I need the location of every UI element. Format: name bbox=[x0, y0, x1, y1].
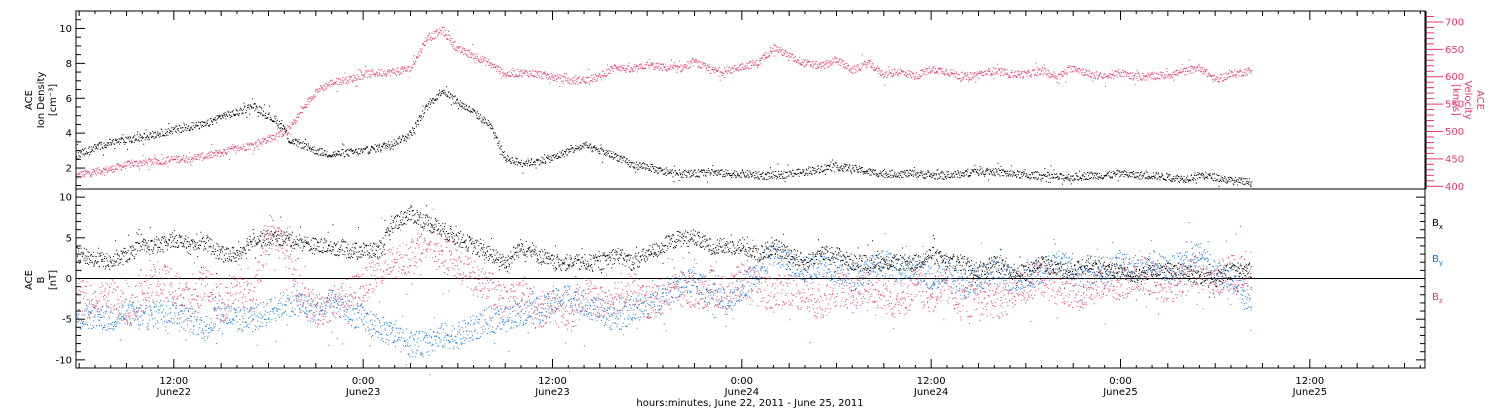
date-tick-label: June23 bbox=[345, 387, 381, 398]
bfield-ylabel-line2: B bbox=[36, 276, 47, 283]
time-tick-label: 12:00 bbox=[1295, 376, 1324, 387]
bz-series bbox=[76, 208, 1253, 372]
bfield-ylabel-line1: ACE bbox=[24, 270, 35, 290]
date-tick-label: June25 bbox=[1102, 387, 1138, 398]
velocity-series bbox=[76, 26, 1253, 179]
date-tick-label: June23 bbox=[534, 387, 570, 398]
x-axis-label: hours:minutes, June 22, 2011 - June 25, … bbox=[636, 398, 863, 409]
bfield-tick-label: -10 bbox=[56, 355, 72, 366]
date-tick-label: June24 bbox=[724, 387, 760, 398]
density-tick-label: 10 bbox=[59, 24, 72, 35]
velocity-tick-label: 600 bbox=[1445, 72, 1464, 83]
density-tick-label: 6 bbox=[66, 94, 72, 105]
density-tick-label: 8 bbox=[66, 59, 72, 70]
time-axis: 12:00June220:00June2312:00June230:00June… bbox=[78, 11, 1421, 398]
velocity-tick-label: 550 bbox=[1445, 100, 1464, 111]
date-tick-label: June22 bbox=[156, 387, 192, 398]
time-tick-label: 12:00 bbox=[917, 376, 946, 387]
density-ylabel-line2: Ion Density bbox=[36, 72, 47, 129]
bfield-tick-label: 10 bbox=[59, 193, 72, 204]
bfield-tick-label: 0 bbox=[66, 274, 72, 285]
density-tick-label: 2 bbox=[66, 164, 72, 175]
bz-series-points bbox=[76, 208, 1253, 372]
time-tick-label: 0:00 bbox=[1109, 376, 1131, 387]
velocity-ylabel-line2: Velocity bbox=[1462, 80, 1473, 119]
velocity-tick-label: 450 bbox=[1445, 154, 1464, 165]
by-series-points bbox=[76, 222, 1253, 376]
bfield-ylabel-line3: [nT] bbox=[48, 270, 59, 290]
density-ylabel-line3: [cm⁻³] bbox=[48, 84, 59, 116]
ion-density-velocity-panel: 2 4 6 8 10 400 450 500 550 600 650 700 bbox=[59, 10, 1464, 193]
date-tick-label: June24 bbox=[913, 387, 949, 398]
top-panel-frame bbox=[75, 10, 1426, 190]
density-series bbox=[76, 86, 1253, 187]
time-tick-label: 0:00 bbox=[731, 376, 753, 387]
bfield-tick-label: -5 bbox=[62, 315, 72, 326]
legend-by: By bbox=[1432, 254, 1443, 267]
velocity-tick-label: 500 bbox=[1445, 127, 1464, 138]
time-tick-label: 0:00 bbox=[352, 376, 374, 387]
velocity-tick-label: 700 bbox=[1445, 17, 1464, 28]
time-tick-label: 12:00 bbox=[159, 376, 188, 387]
velocity-series-points bbox=[76, 26, 1253, 179]
velocity-tick-label: 650 bbox=[1445, 45, 1464, 56]
time-tick-label: 12:00 bbox=[538, 376, 567, 387]
velocity-ylabel-line3: [km/s] bbox=[1450, 84, 1461, 116]
date-tick-label: June25 bbox=[1292, 387, 1328, 398]
magnetic-field-panel: -10 -5 0 5 10 bbox=[56, 188, 1426, 376]
velocity-tick-label: 400 bbox=[1445, 182, 1464, 193]
bfield-tick-label: 5 bbox=[66, 233, 72, 244]
density-series-points bbox=[76, 86, 1253, 187]
density-ylabel-line1: ACE bbox=[24, 90, 35, 110]
legend-bz: Bz bbox=[1432, 292, 1443, 305]
velocity-ylabel-line1: ACE bbox=[1474, 90, 1485, 110]
density-tick-label: 4 bbox=[66, 129, 72, 140]
by-series bbox=[76, 222, 1253, 376]
legend-bx: Bx bbox=[1432, 218, 1443, 231]
